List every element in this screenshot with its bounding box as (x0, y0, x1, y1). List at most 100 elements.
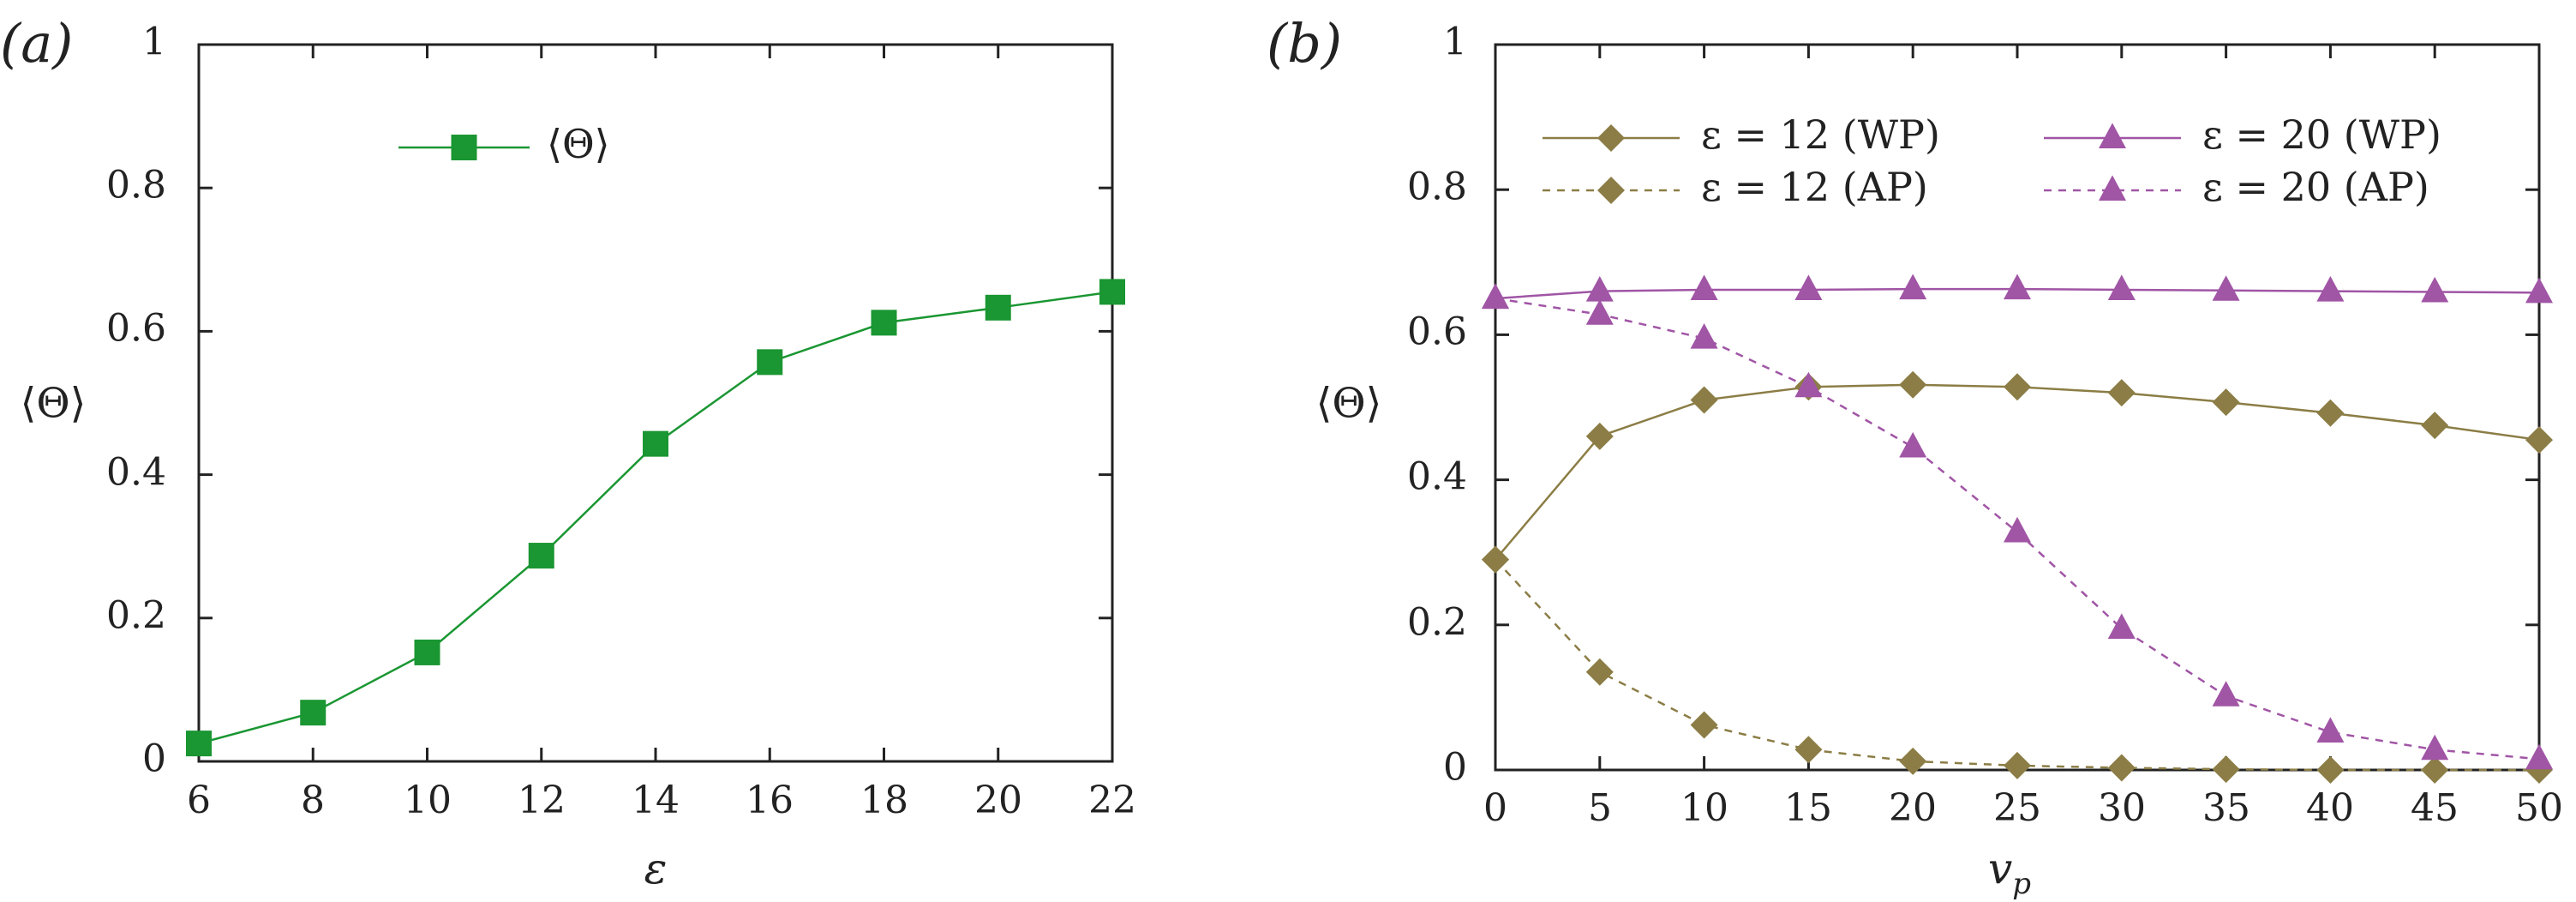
data-point (528, 543, 554, 569)
data-point (1794, 736, 1823, 764)
data-point (1099, 279, 1125, 305)
panel-a-x-tick-label: 10 (404, 779, 452, 822)
panel-b-x-tick-label: 10 (1680, 786, 1728, 830)
legend-marker (1597, 177, 1625, 204)
data-point (757, 349, 783, 376)
panel-b-legend-sample (2044, 123, 2181, 148)
data-point (1899, 370, 1927, 399)
panel-b-x-axis-label-main: v (1988, 844, 2012, 893)
series-line (1495, 558, 2539, 772)
panel-b-x-tick-label: 45 (2411, 786, 2459, 830)
panel-b-y-tick-label: 0 (1443, 746, 1467, 790)
panel-a-y-tick-label: 0.6 (106, 307, 166, 351)
panel-a-y-tick-label: 0 (142, 737, 166, 781)
panel-b-series (1482, 274, 2553, 784)
panel-b-x-tick-label: 30 (2098, 786, 2146, 830)
panel-b-legend-label: ε = 20 (AP) (2202, 164, 2429, 210)
panel-b-x-tick-label: 0 (1483, 786, 1507, 830)
panel-b-x-tick-label: 20 (1889, 786, 1937, 830)
data-point (1585, 276, 1614, 302)
panel-a-x-tick-label: 6 (187, 779, 211, 822)
panel-b-legend-sample (1543, 177, 1680, 204)
data-point (1899, 747, 1927, 775)
data-point (2316, 276, 2345, 302)
data-point (1690, 386, 1718, 414)
data-point (2212, 681, 2240, 707)
data-point (186, 731, 212, 757)
panel-b-legend-sample (1543, 124, 1680, 152)
data-point (2316, 399, 2345, 427)
panel-a-y-tick-labels: 0 0.2 0.4 0.6 0.8 1 (106, 21, 166, 781)
data-point (2107, 274, 2136, 300)
data-point (1794, 274, 1823, 300)
panel-b-x-tick-label: 15 (1784, 786, 1832, 830)
data-point (2212, 755, 2240, 784)
panel-b-y-tick-label: 0.2 (1407, 601, 1467, 645)
panel-a-y-tick-label: 1 (142, 21, 166, 64)
data-point (2316, 717, 2345, 743)
panel-a-x-tick-label: 12 (518, 779, 566, 822)
data-point (2004, 751, 2031, 779)
data-point (2107, 613, 2136, 640)
data-point (2316, 756, 2345, 784)
data-point (1585, 658, 1614, 686)
data-point (2107, 379, 2136, 407)
panel-b-y-tick-labels: 0 0.2 0.4 0.6 0.8 1 (1407, 21, 1467, 790)
panel-b-legend-label: ε = 20 (WP) (2202, 111, 2441, 158)
panel-b-legend: ε = 12 (WP) ε = 12 (AP) ε = 20 (WP) ε = … (1543, 111, 2441, 210)
panel-a-x-tick-label: 22 (1088, 779, 1136, 822)
panel-a-x-tick-label: 14 (632, 779, 680, 822)
data-point (871, 310, 897, 336)
data-point (2421, 276, 2449, 303)
data-point (1690, 323, 1718, 349)
data-point (1585, 422, 1614, 450)
panel-b-y-tick-label: 0.4 (1407, 455, 1467, 499)
data-point (2421, 412, 2449, 440)
legend-marker (2099, 123, 2126, 148)
panel-a-series (186, 279, 1125, 757)
data-point (2212, 388, 2240, 417)
legend-marker (2099, 175, 2126, 201)
panel-a-x-tick-label: 20 (974, 779, 1022, 822)
legend-marker (451, 135, 477, 160)
panel-a-legend: ⟨Θ⟩ (398, 121, 610, 167)
panel-a-x-tick-labels: 6 8 10 12 14 16 18 20 22 (187, 779, 1136, 822)
data-point (2004, 373, 2031, 401)
data-point (2525, 277, 2553, 304)
panel-a-legend-sample (398, 135, 530, 160)
panel-b-legend-sample (2044, 175, 2181, 201)
panel-b-x-axis-label-sub: p (2012, 867, 2031, 901)
data-point (414, 639, 440, 665)
data-point (2525, 743, 2553, 770)
data-point (2421, 734, 2449, 761)
panel-b-legend-label: ε = 12 (WP) (1701, 111, 1940, 158)
panel-b-y-axis-label: ⟨Θ⟩ (1316, 380, 1382, 428)
series-line (198, 291, 1113, 745)
data-point (1482, 545, 1509, 574)
panel-a-x-tick-label: 18 (860, 779, 908, 822)
panel-b-y-tick-label: 1 (1443, 21, 1467, 64)
data-point (985, 294, 1011, 321)
data-point (1482, 283, 1509, 310)
panel-b: (b) 0 0.2 0.4 0.6 0.8 1 0 5 10 15 20 25 … (1267, 12, 2563, 901)
data-point (1899, 431, 1927, 458)
data-point (1690, 711, 1718, 739)
data-point (2107, 754, 2136, 782)
panel-a-x-tick-label: 8 (301, 779, 325, 822)
data-point (2004, 274, 2031, 300)
panel-a-plot-frame (197, 43, 1114, 763)
panel-a-ticks (197, 43, 1114, 763)
panel-a: (a) 0 0.2 0.4 0.6 0.8 1 6 8 10 12 14 16 … (0, 12, 1136, 893)
panel-a-y-tick-label: 0.2 (106, 594, 166, 638)
data-point (2421, 756, 2449, 784)
panel-a-y-tick-label: 0.8 (106, 164, 166, 207)
data-point (1585, 299, 1614, 325)
panel-b-x-tick-label: 40 (2306, 786, 2354, 830)
data-point (2212, 275, 2240, 301)
data-point (2525, 426, 2553, 454)
panel-b-legend-label: ε = 12 (AP) (1701, 164, 1928, 210)
data-point (1794, 371, 1823, 398)
data-point (643, 430, 668, 457)
panel-b-y-tick-label: 0.8 (1407, 165, 1467, 209)
